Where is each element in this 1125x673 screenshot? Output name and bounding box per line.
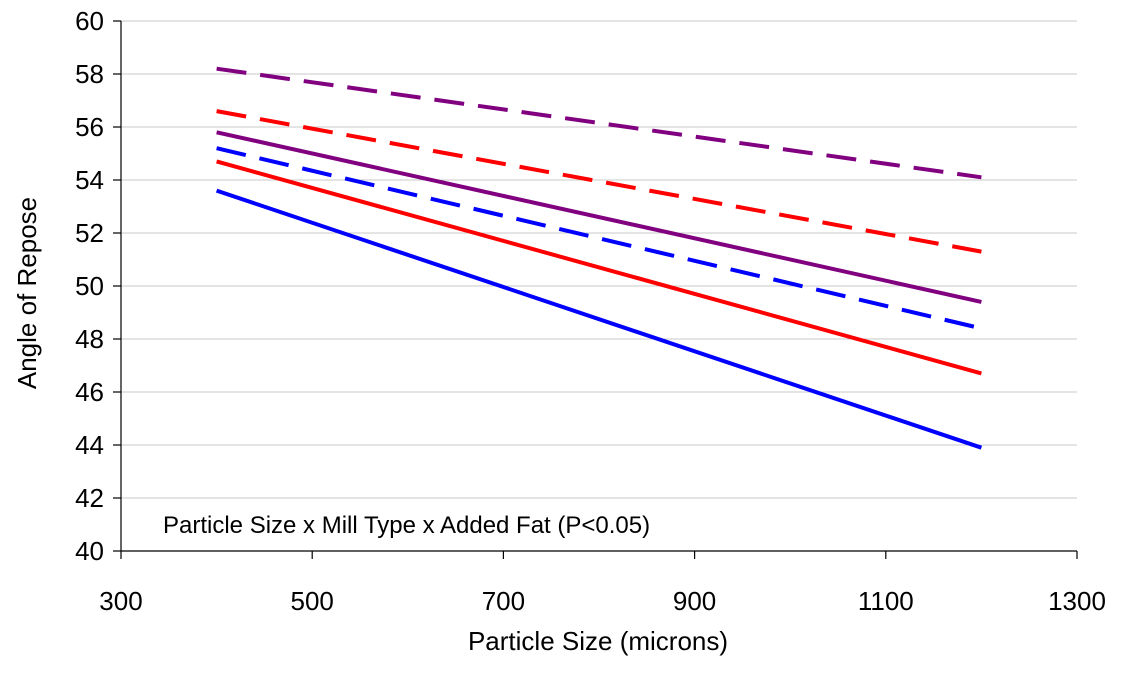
y-tick-label-0: 40 (75, 536, 104, 566)
y-tick-label-5: 50 (75, 271, 104, 301)
x-tick-label-4: 1100 (858, 586, 914, 616)
y-tick-label-3: 46 (75, 377, 104, 407)
y-tick-label-9: 58 (75, 59, 104, 89)
annotation-text: Particle Size x Mill Type x Added Fat (P… (163, 512, 650, 539)
y-tick-label-7: 54 (75, 165, 104, 195)
gridlines (121, 20, 1077, 499)
tick-labels: 40 42 44 46 48 50 52 54 56 58 60 300 500 700 900 1100 13… (75, 6, 1106, 616)
series-layer (215, 66, 983, 450)
y-tick-label-10: 60 (75, 6, 104, 36)
series-line-1 (215, 188, 983, 450)
x-tick-label-2: 700 (482, 586, 525, 616)
series-line-4 (216, 146, 982, 331)
x-tick-label-5: 1300 (1048, 586, 1106, 616)
y-tick-label-1: 42 (75, 483, 104, 513)
x-tick-label-0: 300 (99, 586, 142, 616)
x-tick-label-1: 500 (291, 586, 334, 616)
y-tick-label-4: 48 (75, 324, 104, 354)
y-tick-label-6: 52 (75, 218, 104, 248)
axes (113, 20, 1078, 559)
y-tick-label-8: 56 (75, 112, 104, 142)
series-line-6 (216, 66, 982, 180)
y-tick-label-2: 44 (75, 430, 104, 460)
x-tick-label-3: 900 (673, 586, 716, 616)
series-line-2 (216, 159, 982, 376)
x-axis-title: Particle Size (microns) (468, 626, 728, 656)
y-axis-title: Angle of Repose (12, 197, 42, 389)
series-line-3 (216, 130, 982, 304)
